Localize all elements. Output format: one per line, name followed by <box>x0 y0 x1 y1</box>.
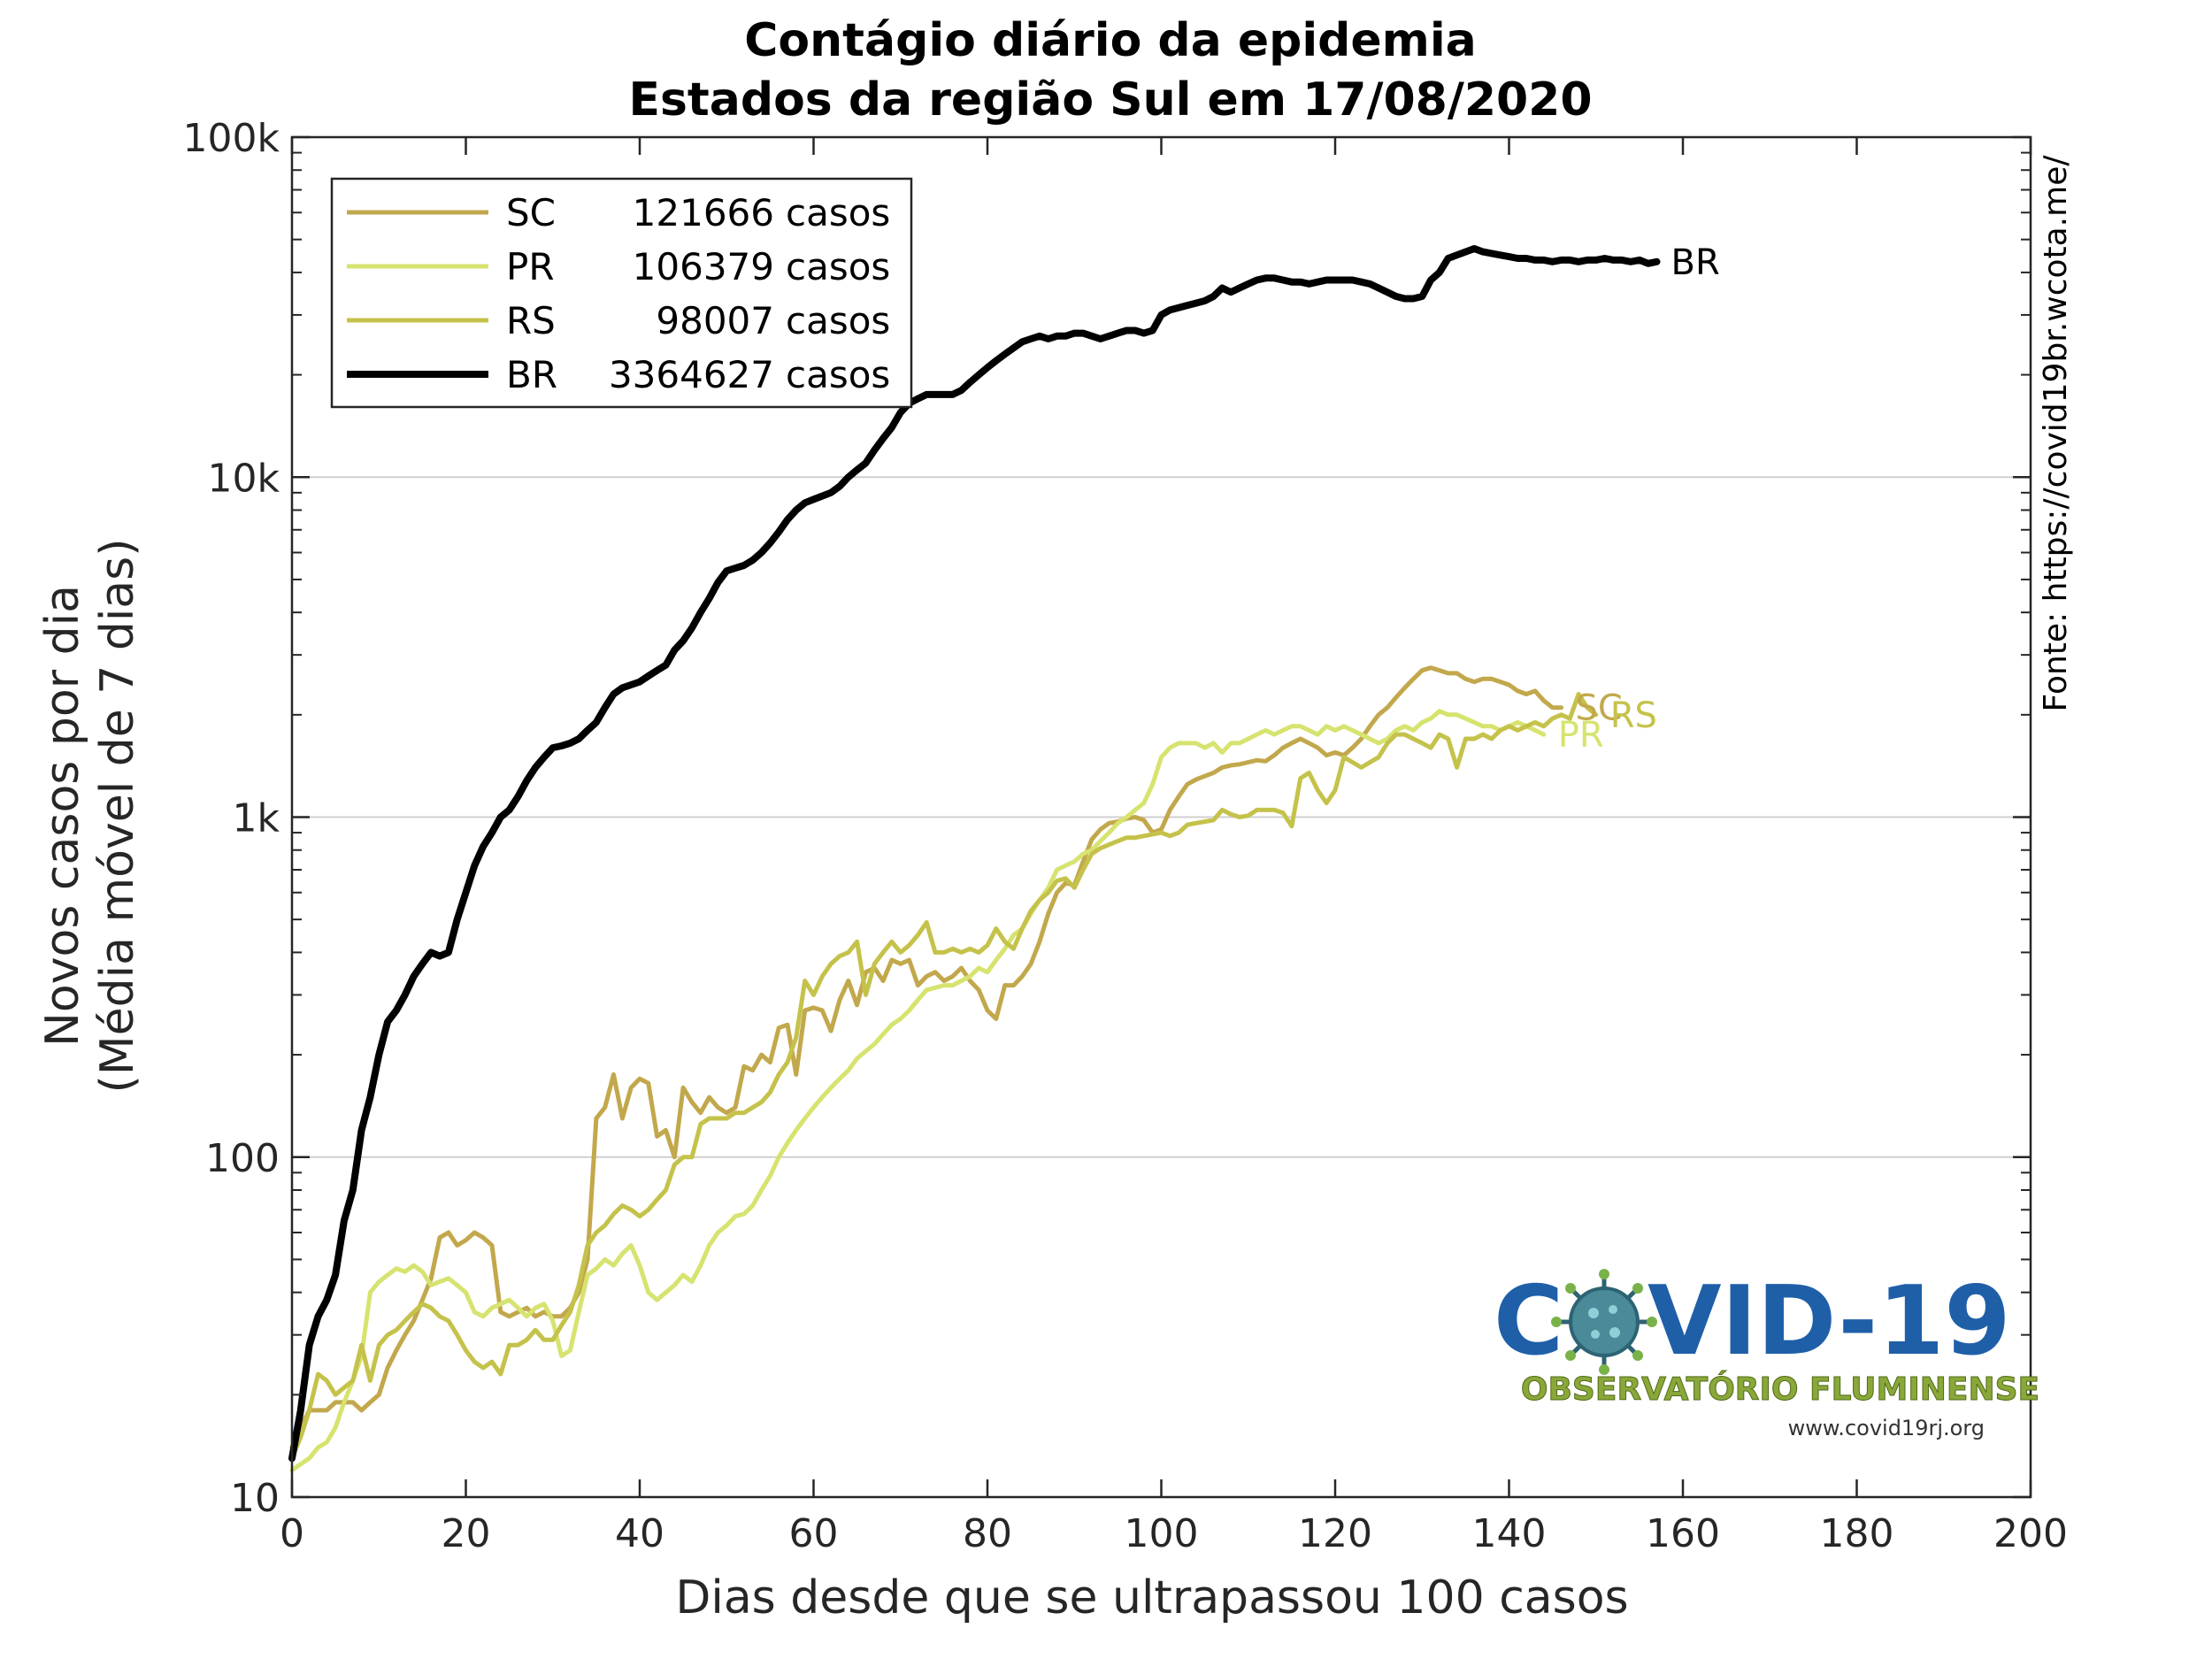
legend-label-pr: PR <box>506 245 555 288</box>
y-tick-label: 10k <box>208 456 280 501</box>
logo-title-right: VID-19 <box>1647 1266 2011 1377</box>
source-note: Fonte: https://covid19br.wcota.me/ <box>2038 155 2074 712</box>
y-tick-label: 100 <box>205 1136 280 1181</box>
covid19-logo: C <box>1494 1266 2040 1440</box>
virus-icon <box>1551 1269 1657 1375</box>
logo-url: www.covid19rj.org <box>1788 1416 1985 1440</box>
chart-subtitle: Estados da região Sul em 17/08/2020 <box>628 73 1592 127</box>
x-tick-label: 20 <box>442 1511 491 1556</box>
x-tick-label: 180 <box>1820 1511 1894 1556</box>
series-line-rs <box>289 692 1599 1461</box>
end-label-sc: SC <box>1575 688 1622 729</box>
x-tick-label: 120 <box>1298 1511 1372 1556</box>
y-tick-label: 100k <box>183 116 280 161</box>
series-line-br <box>288 245 1661 1463</box>
x-axis-ticks: 0 20 40 60 80 100 120 140 160 180 200 <box>280 137 2068 1556</box>
series-layer <box>288 245 1661 1473</box>
series-line-pr <box>289 709 1547 1473</box>
legend-unit: casos <box>786 191 890 234</box>
legend-label-sc: SC <box>506 191 556 234</box>
legend-unit: casos <box>786 353 890 396</box>
legend-box <box>330 177 913 409</box>
y-tick-label: 10 <box>230 1476 280 1521</box>
y-axis-label-line1: Novos casos por dia <box>36 585 89 1047</box>
y-axis-label-line2: (Média móvel de 7 dias) <box>91 538 144 1093</box>
x-tick-label: 0 <box>280 1511 304 1556</box>
legend-unit: casos <box>786 245 890 288</box>
x-tick-label: 80 <box>963 1511 1012 1556</box>
end-label-pr: PR <box>1558 715 1604 756</box>
x-tick-label: 200 <box>1993 1511 2068 1556</box>
series-line-sc <box>289 665 1563 1450</box>
legend-total-sc: 121666 <box>633 191 774 234</box>
legend-total-br: 3364627 <box>609 353 774 396</box>
legend-label-br: BR <box>506 353 557 396</box>
end-label-rs: RS <box>1610 695 1657 736</box>
legend: SC 121666 casos PR 106379 casos RS 98007 casos BR… <box>330 177 913 409</box>
chart-title: Contágio diário da epidemia <box>744 14 1476 67</box>
end-label-br: BR <box>1671 242 1720 283</box>
x-tick-label: 40 <box>615 1511 664 1556</box>
x-tick-label: 140 <box>1472 1511 1547 1556</box>
x-axis-label: Dias desde que se ultrapassou 100 casos <box>675 1571 1628 1624</box>
legend-total-pr: 106379 <box>633 245 774 288</box>
legend-unit: casos <box>786 299 890 342</box>
y-axis-ticks: 10 100 1k 10k 100k <box>183 116 2031 1521</box>
legend-total-rs: 98007 <box>656 299 774 342</box>
x-tick-label: 60 <box>789 1511 839 1556</box>
x-tick-label: 160 <box>1646 1511 1720 1556</box>
legend-label-rs: RS <box>506 299 556 342</box>
y-tick-label: 1k <box>233 796 280 841</box>
gridlines <box>292 476 2031 1158</box>
logo-subtitle: OBSERVATÓRIO FLUMINENSE <box>1521 1371 2039 1408</box>
x-tick-label: 100 <box>1125 1511 1199 1556</box>
